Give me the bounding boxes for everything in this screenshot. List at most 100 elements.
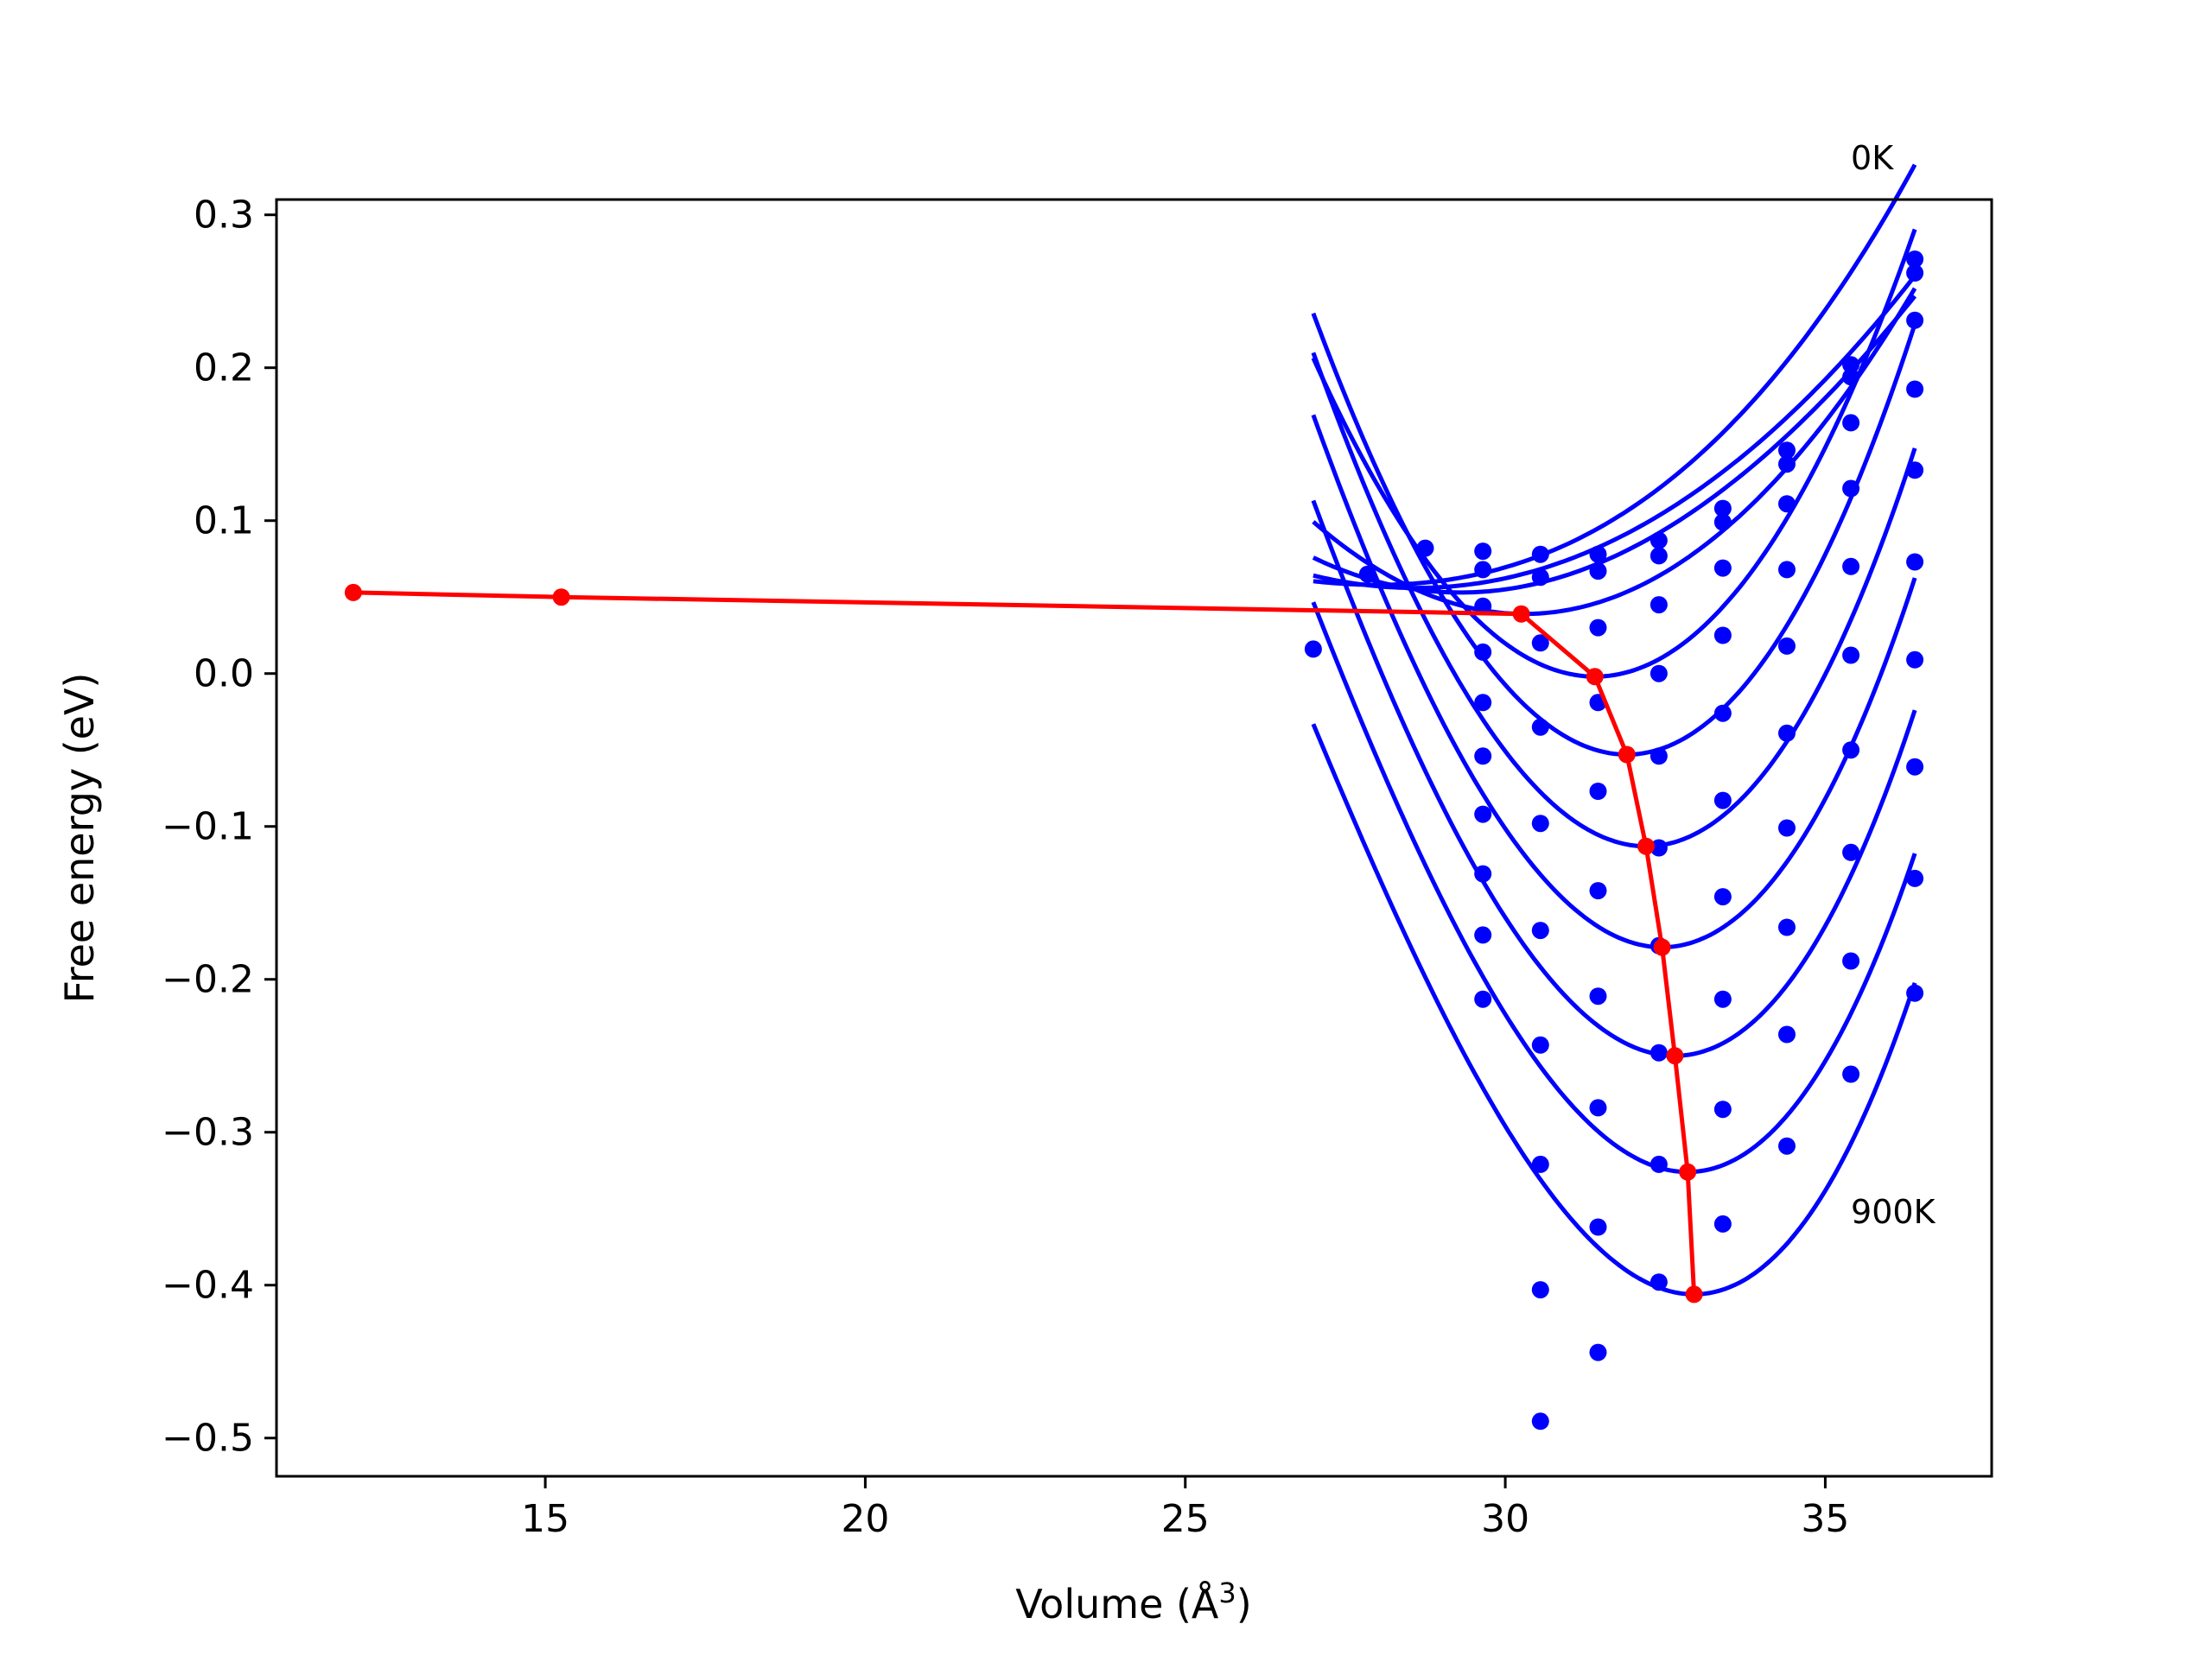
data-point-35 <box>1649 596 1668 614</box>
data-point-79 <box>1906 650 1924 669</box>
data-point-30 <box>1589 1099 1607 1117</box>
data-point-33 <box>1649 531 1668 549</box>
minimum-path-point-5 <box>1637 837 1655 855</box>
data-point-81 <box>1906 869 1924 887</box>
data-point-64 <box>1842 368 1860 386</box>
data-point-44 <box>1713 513 1732 531</box>
annotation-0: 0K <box>1851 139 1894 177</box>
data-point-36 <box>1649 664 1668 682</box>
data-point-32 <box>1589 1343 1607 1361</box>
data-point-10 <box>1474 865 1492 883</box>
data-point-29 <box>1589 987 1607 1005</box>
data-point-23 <box>1589 545 1607 563</box>
data-point-53 <box>1778 441 1796 460</box>
minimum-path-point-7 <box>1666 1047 1684 1065</box>
fit-curve-7 <box>1311 414 1917 949</box>
data-point-5 <box>1474 597 1492 615</box>
data-point-56 <box>1778 561 1796 579</box>
data-point-48 <box>1713 791 1732 809</box>
minimum-path-point-1 <box>552 588 570 606</box>
data-point-11 <box>1474 926 1492 944</box>
data-point-71 <box>1842 952 1860 970</box>
data-point-3 <box>1474 542 1492 561</box>
data-point-68 <box>1842 646 1860 664</box>
data-point-82 <box>1906 984 1924 1002</box>
data-point-12 <box>1474 990 1492 1008</box>
fit-curve-8 <box>1311 499 1917 1058</box>
x-tick-label-35: 35 <box>1801 1497 1849 1541</box>
y-tick-label-8: −0.5 <box>162 1417 254 1461</box>
y-tick-label-1: 0.2 <box>194 346 254 390</box>
data-point-67 <box>1842 557 1860 575</box>
data-point-27 <box>1589 783 1607 800</box>
data-point-17 <box>1531 815 1549 833</box>
data-point-55 <box>1778 495 1796 513</box>
data-point-1 <box>1358 565 1376 583</box>
minimum-path-point-9 <box>1685 1285 1703 1304</box>
fit-curve-10 <box>1311 723 1917 1297</box>
data-point-73 <box>1906 251 1924 268</box>
x-tick-label-25: 25 <box>1161 1497 1210 1541</box>
data-point-14 <box>1531 568 1549 587</box>
minimum-path-point-3 <box>1586 668 1604 686</box>
data-point-25 <box>1589 618 1607 637</box>
annotation-1: 900K <box>1851 1193 1936 1231</box>
data-point-50 <box>1713 990 1732 1008</box>
x-ticks: 15 20 25 30 35 <box>521 1476 1849 1541</box>
y-tick-label-7: −0.4 <box>162 1264 254 1308</box>
data-point-22 <box>1531 1412 1549 1430</box>
minimum-path <box>344 583 1703 1304</box>
minimum-path-point-6 <box>1653 938 1671 956</box>
data-point-41 <box>1649 1155 1668 1173</box>
y-tick-label-2: 0.1 <box>194 499 254 543</box>
data-point-47 <box>1713 704 1732 722</box>
data-point-59 <box>1778 819 1796 837</box>
data-point-31 <box>1589 1218 1607 1236</box>
data-point-74 <box>1906 264 1924 282</box>
x-tick-label-20: 20 <box>841 1497 889 1541</box>
data-point-51 <box>1713 1101 1732 1119</box>
data-point-49 <box>1713 888 1732 906</box>
fit-curve-3 <box>1312 287 1917 617</box>
y-ticks: 0.3 0.2 0.1 0.0 −0.1 −0.2 −0.3 −0.4 −0.5 <box>162 193 276 1461</box>
data-point-2 <box>1416 539 1434 557</box>
data-point-16 <box>1531 718 1549 736</box>
data-point-0 <box>1304 640 1322 658</box>
data-point-63 <box>1842 356 1860 374</box>
data-point-69 <box>1842 741 1860 759</box>
data-point-4 <box>1474 561 1492 579</box>
data-point-46 <box>1713 626 1732 644</box>
data-point-28 <box>1589 882 1607 900</box>
x-axis-label-superscript: 3 <box>1218 1576 1236 1609</box>
y-tick-label-0: 0.3 <box>194 193 254 238</box>
y-tick-label-4: −0.1 <box>162 805 254 849</box>
x-tick-label-30: 30 <box>1481 1497 1529 1541</box>
data-point-19 <box>1531 1036 1549 1054</box>
data-point-13 <box>1531 545 1549 563</box>
fit-curves <box>1311 163 1917 1297</box>
data-point-77 <box>1906 461 1924 479</box>
data-point-8 <box>1474 747 1492 765</box>
data-point-58 <box>1778 724 1796 742</box>
x-axis-label: Volume (Å3) <box>1015 1576 1251 1627</box>
minimum-path-point-2 <box>1512 605 1530 623</box>
data-point-7 <box>1474 694 1492 712</box>
data-point-76 <box>1906 380 1924 398</box>
y-tick-label-6: −0.3 <box>162 1111 254 1155</box>
minimum-path-point-0 <box>344 583 362 601</box>
data-point-65 <box>1842 414 1860 432</box>
data-point-20 <box>1531 1155 1549 1173</box>
fit-curve-9 <box>1311 601 1917 1175</box>
fit-curve-0 <box>1313 163 1917 587</box>
data-point-9 <box>1474 805 1492 823</box>
data-point-18 <box>1531 922 1549 940</box>
minimum-path-line <box>353 590 1697 1295</box>
data-point-21 <box>1531 1281 1549 1299</box>
data-point-72 <box>1842 1065 1860 1083</box>
data-point-60 <box>1778 918 1796 936</box>
data-point-75 <box>1906 311 1924 329</box>
data-point-80 <box>1906 758 1924 776</box>
